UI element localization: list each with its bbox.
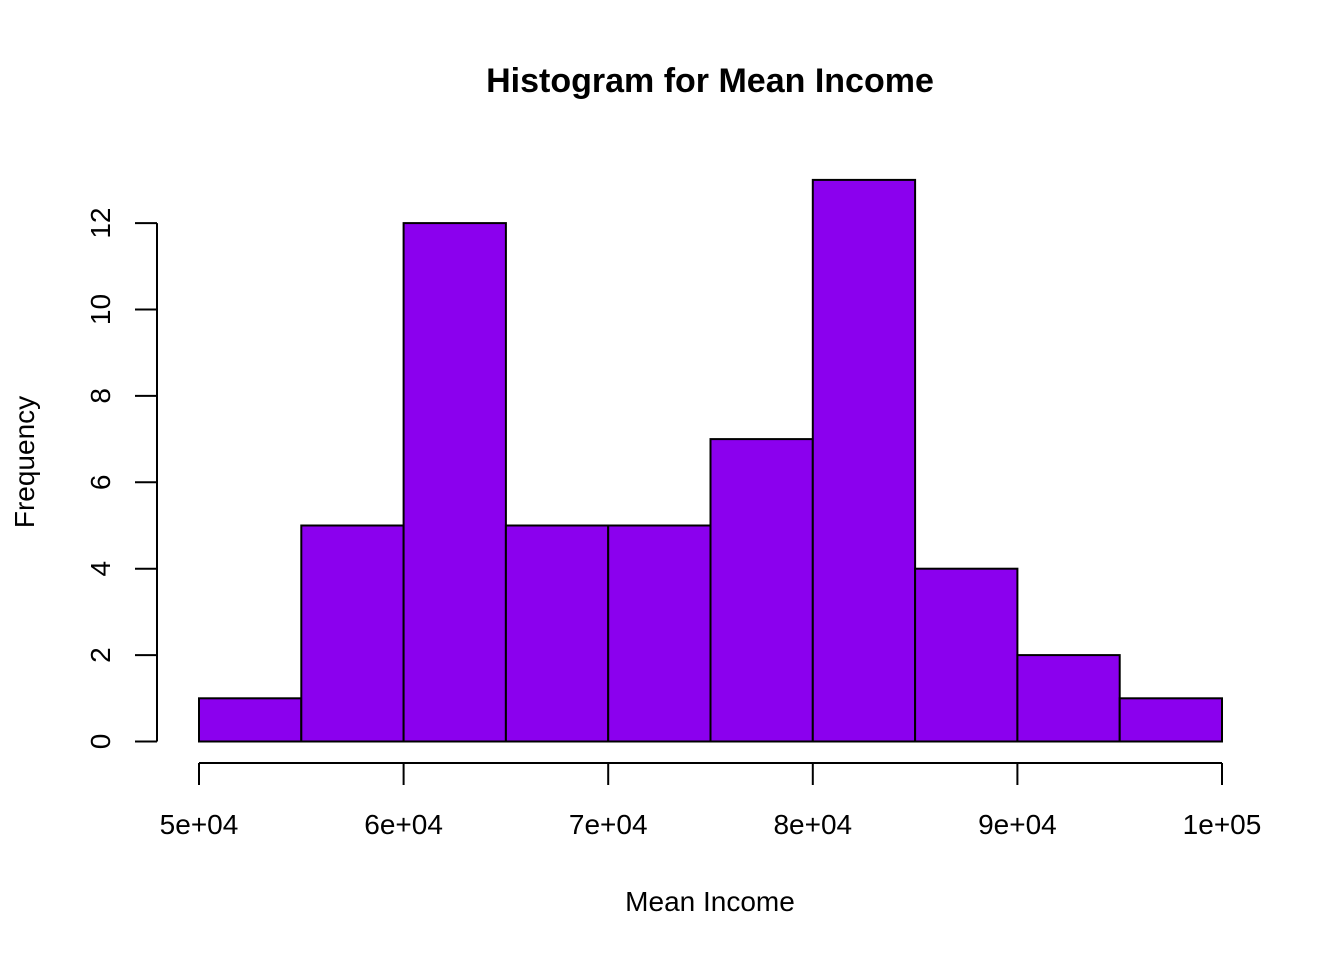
x-axis: 5e+04 6e+04 7e+04 8e+04 9e+04 1e+05 (160, 762, 1262, 840)
histogram-bar-3 (402, 222, 507, 743)
y-tick-label: 2 (85, 647, 116, 663)
x-tick-label: 5e+04 (160, 809, 239, 840)
y-tick-label: 10 (85, 294, 116, 325)
bars-group (198, 178, 1223, 743)
histogram-bar-2 (300, 524, 405, 743)
histogram-bar-1 (198, 697, 303, 743)
y-axis-label: Frequency (9, 396, 40, 528)
chart-title: Histogram for Mean Income (486, 62, 934, 100)
y-axis: 0 2 4 6 8 10 12 (85, 208, 158, 750)
histogram-bar-7 (811, 178, 917, 743)
histogram-bar-6 (709, 438, 814, 743)
x-tick-label: 9e+04 (978, 809, 1057, 840)
y-ticks: 0 2 4 6 8 10 12 (85, 208, 157, 750)
x-tick-label: 7e+04 (569, 809, 648, 840)
y-tick-label: 12 (85, 208, 116, 239)
x-ticks: 5e+04 6e+04 7e+04 8e+04 9e+04 1e+05 (160, 763, 1262, 840)
y-tick-label: 4 (85, 561, 116, 577)
histogram-bar-10 (1118, 697, 1223, 743)
y-tick-label: 8 (85, 388, 116, 404)
x-tick-label: 1e+05 (1183, 809, 1262, 840)
histogram-bar-5 (607, 524, 712, 743)
y-tick-label: 0 (85, 734, 116, 750)
histogram-bar-9 (1016, 654, 1121, 743)
x-tick-label: 8e+04 (773, 809, 852, 840)
x-tick-label: 6e+04 (364, 809, 443, 840)
y-tick-label: 6 (85, 475, 116, 491)
histogram-bar-8 (914, 567, 1019, 743)
histogram-bar-4 (504, 524, 610, 743)
x-axis-label: Mean Income (625, 886, 795, 917)
